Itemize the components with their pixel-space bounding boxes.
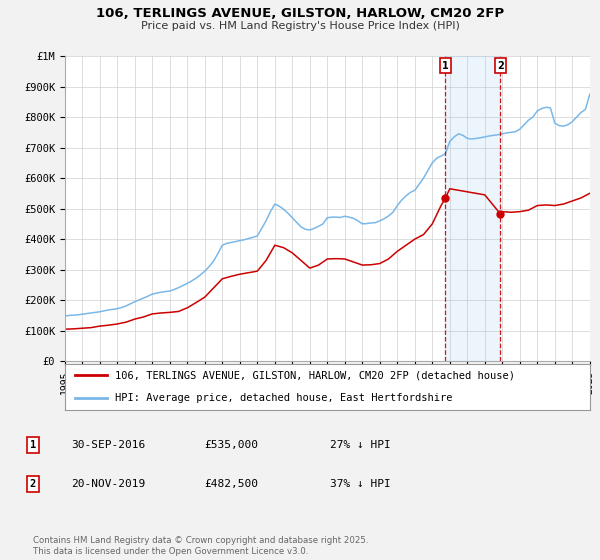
Text: 106, TERLINGS AVENUE, GILSTON, HARLOW, CM20 2FP: 106, TERLINGS AVENUE, GILSTON, HARLOW, C… [96, 7, 504, 20]
Text: HPI: Average price, detached house, East Hertfordshire: HPI: Average price, detached house, East… [115, 394, 452, 403]
Text: 1: 1 [30, 440, 36, 450]
Text: 20-NOV-2019: 20-NOV-2019 [71, 479, 145, 489]
Bar [445, 56, 500, 361]
Text: 37% ↓ HPI: 37% ↓ HPI [330, 479, 391, 489]
Text: 106, TERLINGS AVENUE, GILSTON, HARLOW, CM20 2FP (detached house): 106, TERLINGS AVENUE, GILSTON, HARLOW, C… [115, 371, 515, 380]
Text: Contains HM Land Registry data © Crown copyright and database right 2025.
This d: Contains HM Land Registry data © Crown c… [33, 536, 368, 556]
Text: 30-SEP-2016: 30-SEP-2016 [71, 440, 145, 450]
Text: 2: 2 [497, 60, 504, 71]
Text: 2: 2 [30, 479, 36, 489]
Text: 1: 1 [442, 60, 449, 71]
Text: Price paid vs. HM Land Registry's House Price Index (HPI): Price paid vs. HM Land Registry's House … [140, 21, 460, 31]
Text: 27% ↓ HPI: 27% ↓ HPI [330, 440, 391, 450]
Text: £482,500: £482,500 [204, 479, 258, 489]
Text: £535,000: £535,000 [204, 440, 258, 450]
